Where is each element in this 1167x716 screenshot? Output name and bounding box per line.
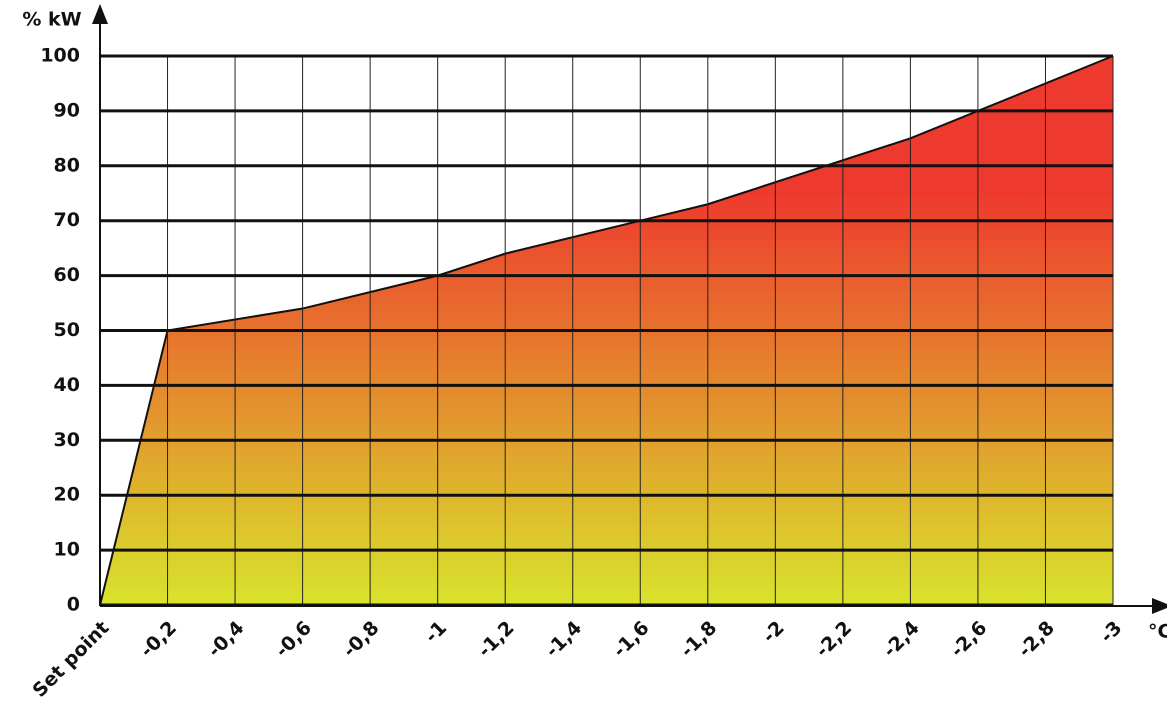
y-axis-label: % kW: [22, 9, 81, 31]
x-tick-label: -0,6: [271, 617, 316, 662]
x-tick-label: -0,8: [339, 617, 384, 662]
y-tick-label: 30: [54, 429, 80, 451]
y-tick-label: 40: [54, 374, 80, 396]
x-tick-label: -1: [421, 617, 451, 647]
y-tick-label: 60: [54, 264, 80, 286]
y-tick-label: 10: [54, 539, 80, 561]
y-tick-label: 70: [54, 209, 80, 231]
y-tick-label: 0: [67, 594, 80, 616]
y-tick-label: 100: [40, 45, 80, 67]
y-tick-label: 80: [54, 154, 80, 176]
x-tick-label: -2,8: [1014, 617, 1059, 662]
y-tick-label: 20: [54, 484, 80, 506]
x-tick-label: -2,6: [946, 617, 991, 662]
x-tick-label: -2: [758, 617, 788, 647]
x-axis-label: °C: [1148, 621, 1167, 643]
x-tick-label: -0,2: [136, 617, 181, 662]
x-tick-label: -2,4: [879, 617, 924, 662]
x-tick-label: Set point: [29, 617, 114, 702]
x-tick-label: -2,2: [811, 617, 856, 662]
x-tick-label: -0,4: [204, 617, 249, 662]
y-tick-label: 90: [54, 99, 80, 121]
x-tick-label: -1,8: [676, 617, 721, 662]
x-tick-label: -3: [1096, 617, 1126, 647]
x-tick-label: -1,4: [541, 617, 586, 662]
x-tick-label: -1,2: [474, 617, 519, 662]
x-tick-label: -1,6: [609, 617, 654, 662]
y-tick-label: 50: [54, 319, 80, 341]
